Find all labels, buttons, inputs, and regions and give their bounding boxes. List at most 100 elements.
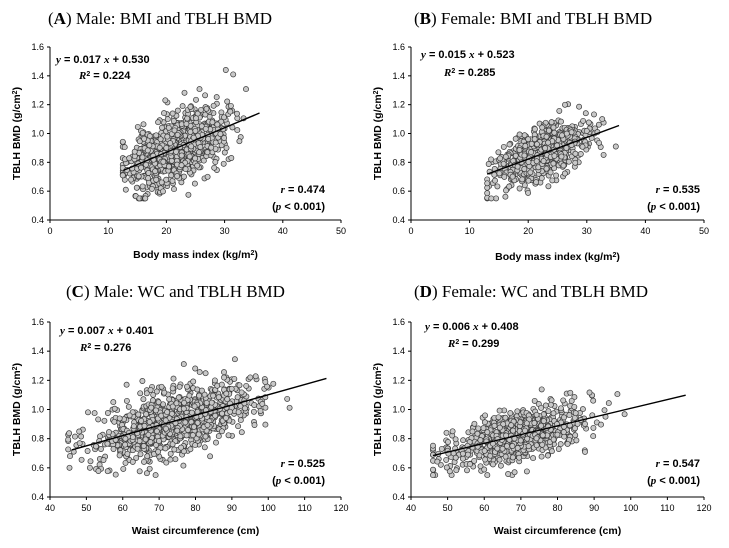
x-axis-label: Waist circumference (cm)	[494, 525, 621, 537]
data-point	[583, 128, 590, 134]
data-point	[262, 404, 269, 411]
data-point	[187, 103, 194, 110]
x-axis-label: Body mass index (kg/m2)	[133, 249, 258, 261]
data-point	[76, 428, 83, 435]
data-point	[482, 456, 489, 463]
data-point	[555, 446, 562, 452]
data-point	[86, 464, 93, 471]
data-point	[516, 185, 523, 192]
data-point	[193, 96, 199, 103]
data-point	[227, 102, 234, 109]
data-point	[152, 472, 159, 479]
data-point	[178, 152, 185, 159]
y-tick-label: 0.6	[392, 186, 405, 196]
data-point	[159, 124, 165, 131]
data-point	[200, 157, 207, 164]
data-point	[93, 443, 99, 450]
data-point	[521, 152, 528, 159]
panel-title: (A) Male: BMI and TBLH BMD	[48, 9, 272, 28]
data-point	[180, 462, 187, 469]
data-point	[138, 417, 145, 424]
data-point	[538, 386, 545, 393]
data-point	[496, 456, 503, 463]
data-point	[169, 385, 176, 392]
data-point	[164, 409, 171, 416]
data-point	[530, 455, 537, 462]
data-point	[78, 456, 85, 463]
y-axis-label: TBLH BMD (g/cm2)	[11, 363, 23, 456]
data-point	[243, 382, 250, 389]
data-point	[459, 455, 466, 462]
data-point	[121, 144, 128, 151]
data-point	[203, 105, 210, 112]
y-tick-label: 1.6	[392, 42, 405, 52]
data-point	[443, 464, 450, 471]
data-point	[153, 176, 160, 183]
data-point	[539, 432, 546, 439]
data-point	[119, 138, 126, 145]
data-point	[482, 412, 489, 419]
data-point	[168, 172, 175, 179]
data-point	[561, 414, 567, 421]
data-point	[163, 144, 170, 151]
data-point	[145, 431, 152, 438]
data-point	[183, 120, 190, 127]
data-point	[162, 445, 169, 452]
data-point	[122, 186, 129, 193]
data-point	[509, 454, 516, 461]
data-point	[138, 164, 145, 171]
y-tick-label: 0.6	[31, 463, 44, 473]
data-point	[484, 472, 491, 479]
y-tick-label: 1.0	[31, 129, 44, 139]
data-point	[140, 396, 147, 403]
data-point	[204, 422, 211, 429]
data-point	[174, 427, 181, 434]
data-point	[460, 437, 467, 444]
data-point	[614, 391, 621, 398]
data-point	[87, 458, 94, 465]
data-point	[270, 380, 277, 387]
data-point	[527, 169, 534, 176]
data-point	[167, 140, 174, 147]
data-point	[491, 422, 498, 429]
data-point	[178, 444, 184, 451]
data-point	[582, 421, 588, 427]
data-point	[169, 110, 176, 117]
data-point	[104, 468, 111, 475]
data-point	[471, 420, 478, 427]
data-point	[189, 432, 196, 439]
x-tick-label: 50	[699, 226, 709, 236]
y-tick-label: 0.8	[31, 157, 44, 167]
data-point	[494, 445, 501, 452]
data-point	[500, 143, 507, 150]
data-point	[160, 188, 166, 195]
data-point	[502, 193, 509, 200]
data-point	[572, 432, 579, 439]
data-point	[494, 183, 501, 190]
data-point	[491, 171, 498, 178]
data-point	[516, 454, 523, 461]
data-point	[568, 129, 575, 136]
data-point	[227, 408, 234, 415]
data-point	[148, 185, 155, 192]
data-point	[579, 143, 586, 150]
data-point	[204, 149, 211, 156]
data-point	[140, 121, 147, 128]
data-point	[495, 414, 502, 421]
data-point	[521, 166, 528, 172]
data-point	[164, 133, 171, 140]
data-point	[548, 448, 555, 455]
y-tick-label: 1.2	[31, 375, 44, 385]
data-point	[210, 392, 217, 399]
data-point	[551, 129, 558, 136]
data-point	[162, 417, 169, 424]
data-point	[67, 453, 73, 460]
data-point	[591, 111, 597, 118]
x-tick-label: 40	[406, 503, 416, 513]
x-tick-label: 50	[443, 503, 453, 513]
data-point	[533, 411, 540, 418]
data-point	[174, 173, 181, 180]
data-point	[152, 168, 159, 175]
x-tick-label: 90	[227, 503, 237, 513]
